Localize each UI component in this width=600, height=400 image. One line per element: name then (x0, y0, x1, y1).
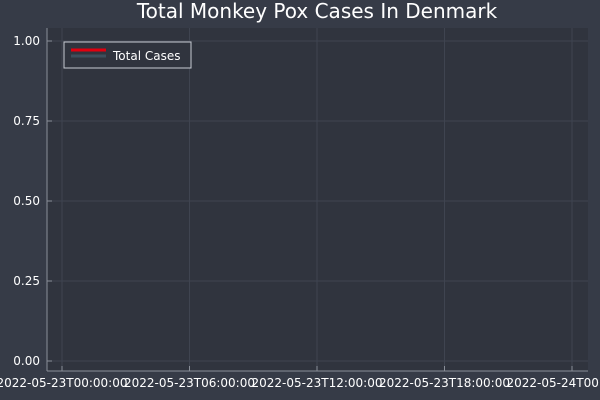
legend: Total Cases (63, 41, 192, 69)
chart-title: Total Monkey Pox Cases In Denmark (136, 0, 498, 23)
y-tick-label: 0.00 (13, 354, 40, 368)
x-tick-label: 2022-05-23T06:00:00 (124, 376, 255, 390)
y-tick-label: 0.75 (13, 114, 40, 128)
x-tick-label: 2022-05-23T18:00:00 (379, 376, 510, 390)
x-tick-label: 2022-05-23T12:00:00 (252, 376, 383, 390)
y-tick-label: 1.00 (13, 34, 40, 48)
y-tick-label: 0.50 (13, 194, 40, 208)
legend-label-total-cases: Total Cases (112, 49, 180, 63)
axes (46, 28, 588, 372)
x-tick-label: 2022-05-23T00:00:00 (0, 376, 127, 390)
grid-lines (47, 28, 588, 371)
y-tick-label: 0.25 (13, 274, 40, 288)
x-tick-label: 2022-05-24T00:00:00 (507, 376, 600, 390)
tick-labels: 0.000.250.500.751.002022-05-23T00:00:002… (0, 34, 600, 390)
